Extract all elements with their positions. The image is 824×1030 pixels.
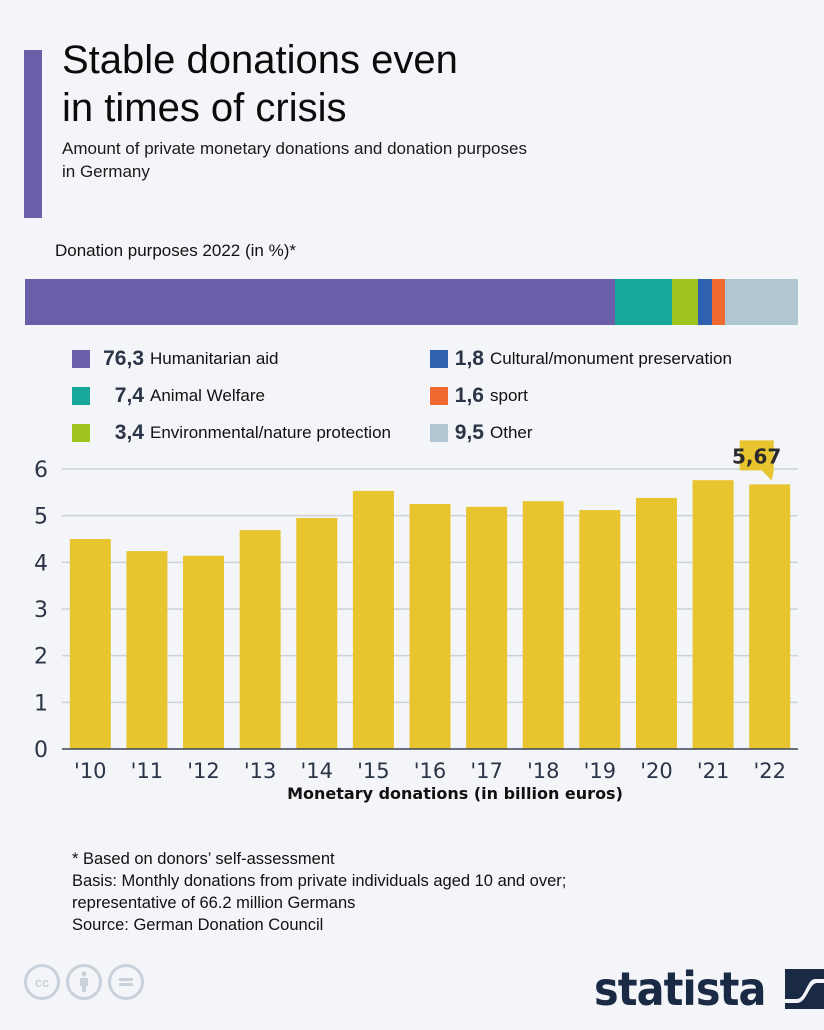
stacked-segment-environmental-nature-protection xyxy=(671,279,699,325)
x-tick-label: '12 xyxy=(187,759,220,783)
x-tick-label: '11 xyxy=(131,759,164,783)
legend-label: Other xyxy=(490,422,533,442)
legend-swatch xyxy=(430,423,448,442)
footnote-asterisk: * Based on donors’ self-assessment xyxy=(72,850,335,868)
annotation-label: 5,67 xyxy=(732,444,781,468)
legend-label: Cultural/monument preservation xyxy=(490,348,732,368)
bar-21 xyxy=(692,480,734,749)
x-tick-label: '20 xyxy=(640,759,673,783)
legend-label: Humanitarian aid xyxy=(150,348,279,368)
x-tick-label: '22 xyxy=(753,759,786,783)
legend-swatch xyxy=(72,386,90,405)
y-tick-label: 5 xyxy=(34,505,48,530)
bar-18 xyxy=(522,501,564,749)
x-tick-label: '15 xyxy=(357,759,390,783)
legend-swatch xyxy=(430,386,448,405)
legend-value: 76,3 xyxy=(103,346,144,370)
title-accent-bar xyxy=(24,50,42,218)
legend-item: 7,4 Animal Welfare xyxy=(72,377,391,414)
bar-17 xyxy=(466,506,508,749)
legend-item: 76,3 Humanitarian aid xyxy=(72,340,391,377)
statista-logo[interactable]: statista xyxy=(594,962,824,1016)
y-tick-label: 3 xyxy=(34,598,48,623)
footnote-basis: Basis: Monthly donations from private in… xyxy=(72,872,567,890)
x-tick-label: '16 xyxy=(414,759,447,783)
stacked-segment-cultural-monument-preservation xyxy=(698,279,713,325)
bar-14 xyxy=(296,518,338,749)
legend-swatch xyxy=(72,349,90,368)
license-icons: cc xyxy=(24,964,144,1000)
logo-text: statista xyxy=(594,962,766,1016)
bar-11 xyxy=(126,551,168,749)
purposes-title: Donation purposes 2022 (in %)* xyxy=(55,241,296,260)
bar-19 xyxy=(579,510,621,749)
bar-15 xyxy=(352,490,394,749)
x-tick-label: '14 xyxy=(301,759,334,783)
legend-item: 3,4 Environmental/nature protection xyxy=(72,414,391,451)
y-tick-label: 6 xyxy=(34,458,48,483)
x-tick-label: '17 xyxy=(470,759,503,783)
legend-swatch xyxy=(430,349,448,368)
legend-left: 76,3 Humanitarian aid 7,4 Animal Welfare 3,4… xyxy=(72,340,391,451)
stacked-segment-other xyxy=(724,279,798,325)
legend-label: Environmental/nature protection xyxy=(150,422,391,442)
legend-value: 3,4 xyxy=(114,420,144,444)
x-tick-label: '13 xyxy=(244,759,277,783)
footnote-representative: representative of 66.2 million Germans xyxy=(72,894,356,912)
bar-20 xyxy=(635,497,677,749)
stacked-purpose-bar xyxy=(25,279,798,325)
x-tick-label: '10 xyxy=(74,759,107,783)
bar-10 xyxy=(69,539,111,749)
statista-logo-icon xyxy=(784,969,824,1009)
legend-label: sport xyxy=(490,385,528,405)
legend-swatch xyxy=(72,423,90,442)
annotation-callout xyxy=(739,440,774,481)
y-tick-label: 2 xyxy=(34,645,48,670)
legend-item: 1,6 sport xyxy=(430,377,732,414)
legend-value: 9,5 xyxy=(454,420,484,444)
cc-icon[interactable]: cc xyxy=(24,964,60,1000)
legend-item: 1,8 Cultural/monument preservation xyxy=(430,340,732,377)
stacked-segment-humanitarian-aid xyxy=(25,279,615,325)
bar-13 xyxy=(239,530,281,749)
x-tick-label: '18 xyxy=(527,759,560,783)
legend-item: 9,5 Other xyxy=(430,414,732,451)
x-axis-label: Monetary donations (in billion euros) xyxy=(287,784,623,803)
footnote-source: Source: German Donation Council xyxy=(72,916,324,934)
y-tick-label: 0 xyxy=(34,738,48,763)
footnote: * Based on donors’ self-assessment Basis… xyxy=(72,848,566,936)
legend-value: 1,6 xyxy=(454,383,484,407)
legend-value: 1,8 xyxy=(454,346,484,370)
subtitle-line-2: in Germany xyxy=(62,162,150,181)
legend-value: 7,4 xyxy=(114,383,144,407)
bar-22 xyxy=(749,484,791,749)
legend-label: Animal Welfare xyxy=(150,385,265,405)
no-derivatives-icon[interactable] xyxy=(108,964,144,1000)
page-title: Stable donations even in times of crisis xyxy=(62,36,458,132)
stacked-segment-animal-welfare xyxy=(614,279,672,325)
title-line-2: in times of crisis xyxy=(62,86,347,130)
title-line-1: Stable donations even xyxy=(62,38,458,82)
subtitle-line-1: Amount of private monetary donations and… xyxy=(62,139,527,158)
subtitle: Amount of private monetary donations and… xyxy=(62,137,622,183)
attribution-icon[interactable] xyxy=(66,964,102,1000)
bar-12 xyxy=(183,555,225,749)
y-tick-label: 4 xyxy=(34,551,48,576)
x-tick-label: '21 xyxy=(697,759,730,783)
x-tick-label: '19 xyxy=(584,759,617,783)
bar-16 xyxy=(409,504,451,749)
stacked-segment-sport xyxy=(712,279,725,325)
legend-right: 1,8 Cultural/monument preservation 1,6 spor… xyxy=(430,340,732,451)
y-tick-label: 1 xyxy=(34,691,48,716)
